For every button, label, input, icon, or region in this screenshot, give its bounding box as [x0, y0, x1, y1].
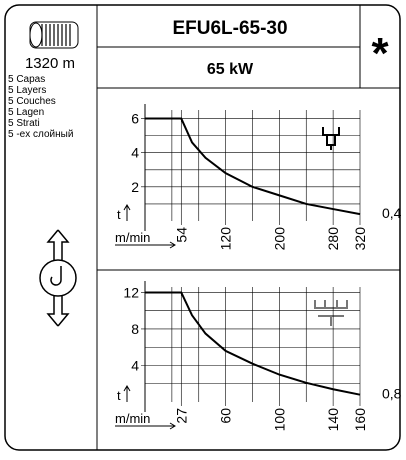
- x-tick-label: 140: [325, 408, 341, 432]
- x-tick-label: 60: [218, 408, 234, 424]
- y-tick-label: 6: [131, 111, 139, 127]
- y-tick-label: 4: [131, 145, 139, 161]
- x-arrow: [115, 422, 176, 430]
- x-tick-label: 200: [271, 227, 287, 251]
- hook-icon: [39, 229, 77, 327]
- trolley-icon: [314, 300, 348, 326]
- layer-label: 5 Capas: [8, 74, 45, 85]
- x-axis-label: m/min: [115, 411, 150, 426]
- rope-length: 1320 m: [25, 55, 75, 72]
- x-tick-label: 160: [352, 408, 368, 432]
- x-tick-label: 120: [218, 227, 234, 251]
- x-axis-label: m/min: [115, 230, 150, 245]
- load-curve: [145, 291, 361, 396]
- x-tick-label: 280: [325, 227, 341, 251]
- y-tick-label: 2: [131, 179, 139, 195]
- y-tick-label: 8: [131, 321, 139, 337]
- y-axis-label: t: [117, 207, 121, 222]
- y-axis-label: t: [117, 388, 121, 403]
- drum-icon: [29, 21, 79, 49]
- end-label: 0,4: [382, 205, 402, 221]
- layer-label: 5 Layers: [8, 85, 46, 96]
- y-arrow: [123, 204, 131, 221]
- x-tick-label: 54: [173, 227, 189, 243]
- trolley-icon: [322, 127, 340, 150]
- x-arrow: [115, 241, 176, 249]
- y-tick-label: 4: [131, 357, 139, 373]
- layer-label: 5 Couches: [8, 96, 56, 107]
- x-tick-label: 27: [173, 408, 189, 424]
- power: 65 kW: [207, 61, 254, 78]
- y-arrow: [123, 385, 131, 402]
- frame: [4, 4, 401, 451]
- title: EFU6L-65-30: [172, 18, 287, 39]
- load-curve: [145, 117, 361, 216]
- x-tick-label: 100: [271, 408, 287, 432]
- layer-label: 5 -ex слойный: [8, 129, 73, 140]
- layer-label: 5 Strati: [8, 118, 40, 129]
- end-label: 0,8: [382, 386, 402, 402]
- symbol: *: [371, 29, 389, 78]
- x-tick-label: 320: [352, 227, 368, 251]
- y-tick-label: 12: [123, 284, 139, 300]
- layer-label: 5 Lagen: [8, 107, 44, 118]
